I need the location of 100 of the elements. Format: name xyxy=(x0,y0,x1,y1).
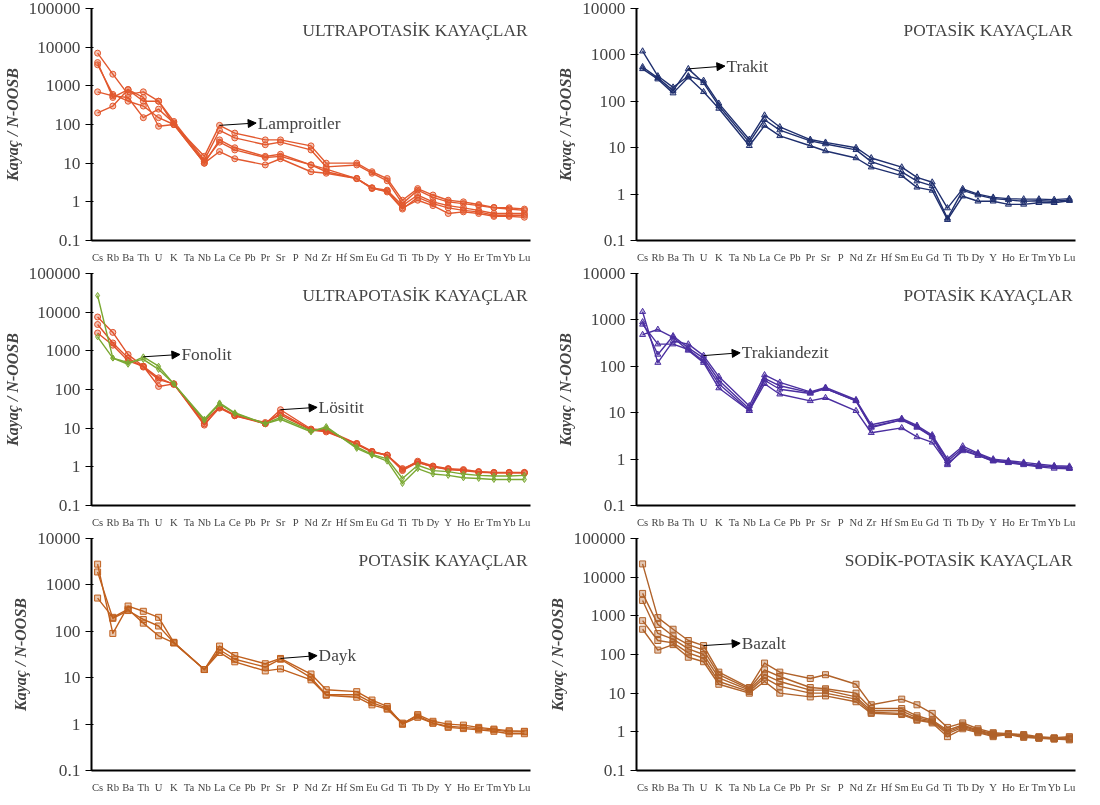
x-tick-label: Eu xyxy=(366,516,379,528)
x-tick-label: Cs xyxy=(636,251,649,263)
y-tick-label: 1000 xyxy=(590,310,626,330)
x-tick-label: Yb xyxy=(1047,251,1061,263)
x-tick-label: Pr xyxy=(805,251,816,263)
x-tick-label: Tm xyxy=(486,251,503,263)
y-tick-label: 10 xyxy=(608,138,626,158)
x-tick-label: Pb xyxy=(789,251,801,263)
x-tick-label: Cs xyxy=(91,781,104,793)
x-tick-label: Ta xyxy=(728,251,740,263)
x-tick-label: Dy xyxy=(971,781,986,793)
x-tick-label: Eu xyxy=(366,251,379,263)
x-tick-label: Ho xyxy=(456,251,470,263)
x-tick-label: Eu xyxy=(911,781,924,793)
text: ULTRAPOTASİK KAYAÇLAR xyxy=(302,20,528,40)
x-tick-label: Ce xyxy=(228,516,241,528)
y-tick-label: 100 xyxy=(599,645,626,664)
x-tick-label: K xyxy=(169,251,178,263)
x-tick-label: Zr xyxy=(321,251,332,263)
y-tick-label: 100000 xyxy=(28,0,81,18)
y-axis-title: Kayaç / N-OOSB xyxy=(3,332,22,447)
y-tick-label: 1 xyxy=(71,457,81,477)
x-tick-label: Sr xyxy=(820,516,831,528)
x-tick-label: Lu xyxy=(1063,251,1076,263)
x-tick-label: Rb xyxy=(106,516,120,528)
x-tick-label: Tb xyxy=(956,516,969,528)
x-tick-label: Gd xyxy=(380,516,395,528)
x-tick-label: Pr xyxy=(260,516,271,528)
y-tick-label: 10000 xyxy=(582,264,626,283)
x-tick-label: Ta xyxy=(183,251,195,263)
x-tick-label: Lu xyxy=(518,781,531,793)
x-tick-label: Ba xyxy=(122,516,135,528)
y-tick-label: 10 xyxy=(608,403,626,423)
x-tick-label: Nd xyxy=(849,516,864,528)
x-tick-label: Er xyxy=(473,516,485,528)
x-tick-label: Pb xyxy=(244,781,256,793)
x-tick-label: Ba xyxy=(122,251,135,263)
x-tick-label: U xyxy=(699,516,708,528)
y-tick-label: 0.1 xyxy=(603,496,626,515)
x-tick-label: Er xyxy=(473,781,485,793)
x-tick-label: Yb xyxy=(502,781,516,793)
x-tick-label: Pb xyxy=(789,516,801,528)
text: SODİK-POTASİK KAYAÇLAR xyxy=(844,550,1073,570)
y-tick-label: 10 xyxy=(63,418,81,438)
x-tick-label: Ce xyxy=(773,516,786,528)
x-tick-label: Tb xyxy=(956,781,969,793)
x-tick-label: Er xyxy=(473,251,485,263)
y-tick-label: 10000 xyxy=(37,37,81,57)
y-tick-label: 0.1 xyxy=(603,761,626,780)
x-tick-label: Ti xyxy=(942,781,953,793)
y-tick-label: 0.1 xyxy=(58,231,81,250)
x-tick-label: U xyxy=(699,251,708,263)
y-tick-label: 1000 xyxy=(590,45,626,65)
x-tick-label: Dy xyxy=(426,781,441,793)
x-tick-label: Pr xyxy=(805,781,816,793)
x-tick-label: Sm xyxy=(349,516,365,528)
x-tick-label: Y xyxy=(444,516,453,528)
annotation: Fonolit xyxy=(181,344,232,364)
y-tick-label: 10 xyxy=(63,668,81,688)
x-tick-label: U xyxy=(154,251,163,263)
x-tick-label: Gd xyxy=(925,781,940,793)
x-tick-label: U xyxy=(154,781,163,793)
y-tick-label: 100 xyxy=(599,91,626,111)
y-tick-label: 100 xyxy=(599,356,626,376)
x-tick-label: Rb xyxy=(106,781,120,793)
x-tick-label: Sm xyxy=(894,251,910,263)
text: ULTRAPOTASİK KAYAÇLAR xyxy=(302,285,528,305)
y-tick-label: 100 xyxy=(54,115,81,134)
x-tick-label: Pr xyxy=(805,516,816,528)
x-tick-label: P xyxy=(837,516,844,528)
x-tick-label: Zr xyxy=(321,781,332,793)
x-tick-label: Sr xyxy=(275,251,286,263)
x-tick-label: Ti xyxy=(397,516,408,528)
x-tick-label: Th xyxy=(682,516,695,528)
x-tick-label: Ho xyxy=(456,516,470,528)
y-tick-label: 10000 xyxy=(37,529,81,548)
x-tick-label: Nb xyxy=(742,516,756,528)
text: POTASİK KAYAÇLAR xyxy=(358,550,528,570)
y-axis-title: Kayaç / N-OOSB xyxy=(557,332,576,447)
y-tick-label: 10 xyxy=(63,153,81,173)
x-tick-label: Ce xyxy=(228,781,241,793)
annotation: Trakit xyxy=(726,56,769,76)
x-tick-label: Sm xyxy=(349,251,365,263)
x-tick-label: Nd xyxy=(304,781,319,793)
x-tick-label: Tb xyxy=(956,251,969,263)
x-tick-label: La xyxy=(758,781,771,793)
x-tick-label: Tb xyxy=(411,516,424,528)
y-tick-label: 1000 xyxy=(45,76,81,96)
x-tick-label: Ho xyxy=(1001,516,1015,528)
x-tick-label: P xyxy=(292,781,299,793)
x-tick-label: Lu xyxy=(518,516,531,528)
x-tick-label: Lu xyxy=(1063,781,1076,793)
x-tick-label: Nb xyxy=(197,251,211,263)
x-tick-label: Nb xyxy=(197,516,211,528)
x-tick-label: Lu xyxy=(1063,516,1076,528)
x-tick-label: Nd xyxy=(304,251,319,263)
x-tick-label: La xyxy=(213,516,226,528)
x-tick-label: Gd xyxy=(380,251,395,263)
x-tick-label: Sr xyxy=(275,516,286,528)
x-tick-label: Nb xyxy=(742,781,756,793)
